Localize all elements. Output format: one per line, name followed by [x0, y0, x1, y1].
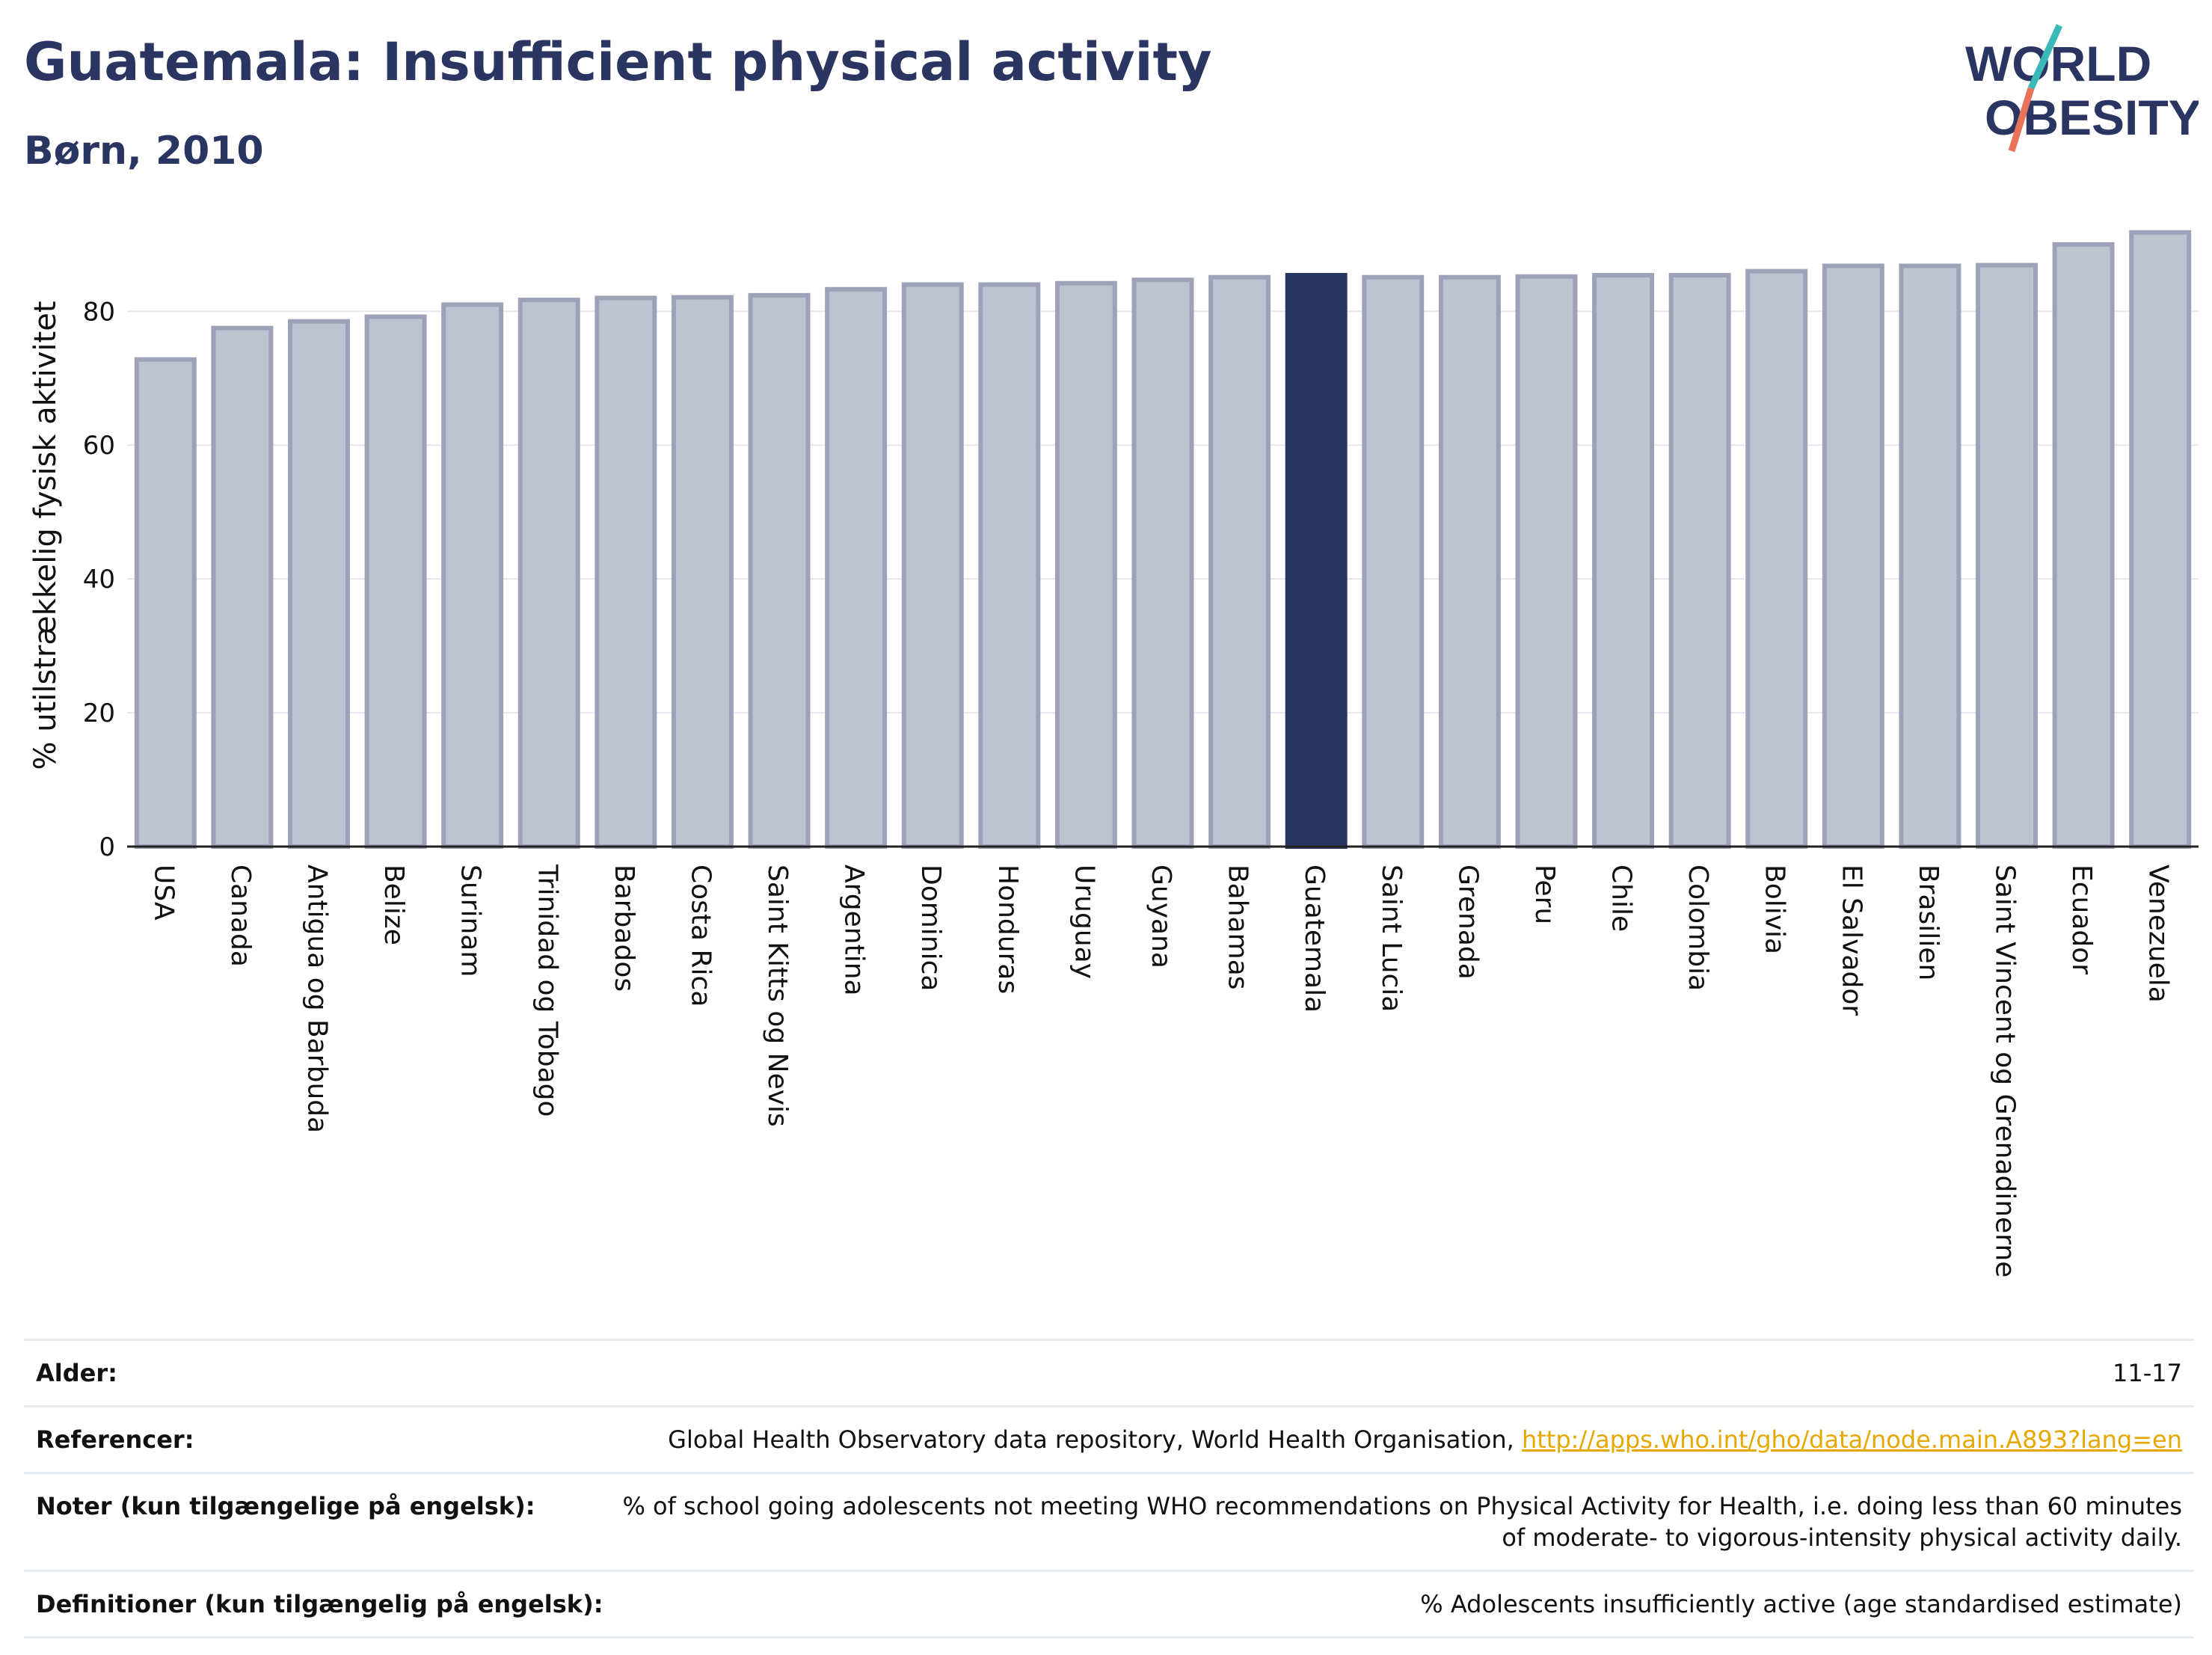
x-tick-label: Belize: [378, 865, 409, 945]
info-key: Alder:: [36, 1359, 117, 1387]
x-tick-label: Surinam: [455, 865, 486, 977]
bar: [288, 319, 350, 849]
x-tick-label: Costa Rica: [685, 865, 716, 1007]
info-key: Definitioner (kun tilgængelig på engelsk…: [36, 1590, 603, 1618]
x-tick-label: Saint Vincent og Grenadinerne: [1990, 865, 2021, 1277]
x-tick-label: Colombia: [1683, 865, 1713, 991]
bar: [1976, 262, 2038, 850]
info-row-definitions: Definitioner (kun tilgængelig på engelsk…: [24, 1570, 2194, 1639]
y-tick-label: 60: [83, 431, 115, 461]
bar: [595, 295, 657, 849]
bar: [978, 282, 1041, 850]
bar: [517, 298, 580, 849]
y-tick-label: 80: [83, 297, 115, 327]
bar: [901, 282, 964, 850]
info-value: 11-17: [2113, 1359, 2182, 1387]
x-tick-label: Guyana: [1146, 865, 1176, 968]
info-key: Referencer:: [36, 1425, 194, 1454]
bar: [1899, 263, 1961, 849]
info-value: Global Health Observatory data repositor…: [668, 1424, 2182, 1455]
x-tick-label: Guatemala: [1299, 865, 1330, 1013]
info-value: % Adolescents insufficiently active (age…: [1420, 1590, 2182, 1618]
reference-link[interactable]: http://apps.who.int/gho/data/node.main.A…: [1521, 1425, 2182, 1454]
world-obesity-logo: WORLD OBESITY: [1965, 24, 2199, 153]
bar: [671, 295, 734, 849]
bar: [211, 325, 274, 849]
x-tick-label: Saint Kitts og Nevis: [762, 865, 793, 1127]
bar: [2052, 242, 2115, 850]
bar: [748, 292, 811, 850]
x-tick-labels: USA Canada Antigua og Barbuda Belize Surinam…: [148, 864, 2173, 1277]
y-axis-label: % utilstrækkelig fysisk aktivitet: [28, 301, 63, 770]
x-tick-label: Canada: [225, 865, 256, 967]
x-tick-label: Chile: [1606, 865, 1637, 932]
x-tick-label: Bahamas: [1223, 865, 1253, 990]
bar-chart: 0 20 40 60 80 USA Canada Antigua og Barbuda Bel…: [28, 230, 2199, 1277]
chart-title: Guatemala: Insufficient physical activit…: [24, 31, 1212, 93]
x-tick-label: Peru: [1529, 865, 1560, 924]
bar: [1054, 280, 1117, 849]
x-tick-label: Ecuador: [2066, 865, 2097, 974]
x-tick-label: Brasilien: [1913, 865, 1944, 980]
info-table: Alder: 11-17 Referencer: Global Health O…: [24, 1339, 2194, 1639]
x-tick-label: Honduras: [992, 865, 1023, 994]
bar: [2129, 230, 2192, 849]
info-key: Noter (kun tilgængelige på engelsk):: [36, 1492, 535, 1520]
logo-slash-bottom: [2008, 87, 2035, 153]
x-tick-label: Venezuela: [2143, 865, 2174, 1003]
y-tick-label: 0: [99, 832, 115, 862]
x-tick-label: Saint Lucia: [1376, 865, 1407, 1012]
bar-highlighted: [1285, 272, 1348, 849]
x-tick-label: Barbados: [609, 865, 639, 992]
bar: [1668, 272, 1731, 849]
bar: [825, 286, 888, 849]
bar: [1438, 274, 1501, 849]
x-tick-label: Bolivia: [1760, 865, 1790, 954]
bar: [1131, 277, 1194, 849]
x-tick-label: Grenada: [1452, 865, 1483, 980]
bar: [1592, 272, 1655, 849]
bar: [1515, 274, 1578, 849]
bar: [1362, 274, 1425, 849]
bar: [1208, 274, 1271, 849]
chart-subtitle: Børn, 2010: [24, 129, 264, 174]
y-ticks: 0 20 40 60 80: [83, 297, 115, 862]
x-tick-label: Argentina: [839, 865, 870, 996]
y-tick-label: 40: [83, 565, 115, 595]
x-tick-label: El Salvador: [1836, 865, 1867, 1016]
x-tick-label: Dominica: [915, 865, 946, 992]
info-row-notes: Noter (kun tilgængelige på engelsk): % o…: [24, 1472, 2194, 1570]
bar: [134, 357, 197, 849]
info-value: % of school going adolescents not meetin…: [622, 1492, 2182, 1552]
x-tick-label: Antigua og Barbuda: [301, 865, 332, 1133]
logo-line1: WORLD: [1965, 36, 2151, 91]
bar: [1745, 268, 1808, 849]
bars: [134, 230, 2192, 850]
logo-slash-top: [2027, 24, 2063, 90]
x-tick-label: Trinidad og Tobago: [532, 864, 562, 1117]
x-tick-label: Uruguay: [1069, 865, 1099, 979]
bar: [364, 314, 427, 849]
info-row-age: Alder: 11-17: [24, 1339, 2194, 1405]
reference-text: Global Health Observatory data repositor…: [668, 1425, 1522, 1454]
info-row-references: Referencer: Global Health Observatory da…: [24, 1405, 2194, 1472]
y-tick-label: 20: [83, 698, 115, 728]
x-tick-label: USA: [148, 865, 179, 921]
bar: [441, 302, 504, 849]
bar: [1822, 263, 1884, 849]
